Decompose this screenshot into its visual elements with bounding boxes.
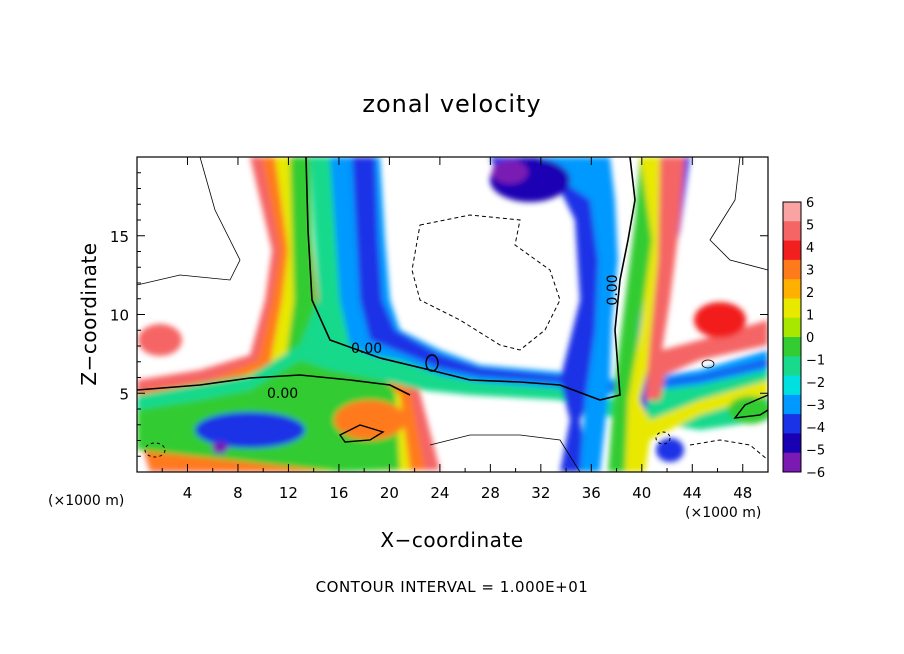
colorbar-tick-label: −6	[806, 466, 825, 481]
y-tick-label: 15	[110, 228, 129, 246]
blob-red-right	[694, 302, 746, 338]
contour-zero-main	[305, 157, 636, 401]
colorbar-tick-label: 0	[806, 331, 814, 346]
blob-blue-bottom	[195, 412, 305, 448]
band-green-right	[600, 157, 665, 472]
colorbar-tick-label: −1	[806, 354, 825, 369]
velocity-field: 0.00 0.00 0.00	[137, 157, 768, 472]
x-tick-label: 40	[632, 484, 651, 502]
x-tick-label: 24	[430, 484, 449, 502]
contour-negative-dashed	[411, 214, 561, 351]
contour-label-2: 0.00	[267, 386, 298, 402]
x-tick-label: 16	[329, 484, 348, 502]
blob-blue-bottom-right	[656, 438, 684, 462]
y-axis: 5 10 15	[110, 172, 768, 457]
contour-label-3: 0.00	[605, 274, 621, 305]
colorbar-tick-label: 4	[806, 241, 814, 256]
x-tick-label: 44	[683, 484, 702, 502]
band-cyan-mid	[137, 157, 768, 430]
colorbar-swatch	[783, 375, 801, 396]
colorbar-tick-label: −5	[806, 444, 825, 459]
contour-dashed-small-right	[655, 431, 671, 445]
band-green-left	[137, 157, 400, 472]
colorbar-frame	[782, 201, 802, 473]
contour-label-1: 0.00	[351, 341, 382, 357]
colorbar-swatch	[783, 202, 801, 222]
contour-dashed-small-left	[144, 442, 166, 458]
colorbar-tick-label: 6	[806, 196, 814, 211]
contour-loop-right	[733, 394, 768, 419]
colorbar-tick-label: −2	[806, 376, 825, 391]
x-tick-label: 28	[481, 484, 500, 502]
colorbar-swatch	[783, 259, 801, 280]
colorbar-tick-label: 3	[806, 264, 814, 279]
colorbar-tick-label: 1	[806, 309, 814, 324]
contour-labels: 0.00 0.00 0.00	[267, 274, 621, 402]
contour-lines	[137, 157, 768, 472]
contour-thin-right	[709, 157, 768, 271]
x-tick-label: 8	[233, 484, 243, 502]
y-tick-label: 10	[110, 307, 129, 325]
x-axis: 4 8 12 16 20 24 28 32 36 40 44 48	[161, 157, 752, 502]
colorbar-swatch	[783, 356, 801, 377]
x-tick-label: 48	[733, 484, 752, 502]
colorbar-swatch	[783, 433, 801, 454]
colorbar-swatch	[783, 317, 801, 338]
colorbar-swatch	[783, 337, 801, 357]
colorbar-tick-label: 5	[806, 219, 814, 234]
band-blue-right	[540, 157, 680, 472]
blob-red-left	[138, 324, 182, 356]
colorbar-tick-label: −4	[806, 421, 825, 436]
colorbar-swatch	[783, 298, 801, 319]
contour-thin-left	[137, 157, 241, 286]
contour-small-loop	[701, 359, 715, 369]
colorbar-swatch	[783, 279, 801, 299]
contour-interval: CONTOUR INTERVAL = 1.000E+01	[316, 578, 589, 596]
colorbar-swatch	[783, 414, 801, 434]
x-tick-label: 36	[582, 484, 601, 502]
contour-zero-lower	[137, 374, 411, 396]
y-tick-label: 5	[119, 385, 129, 403]
y-axis-label: Z−coordinate	[77, 242, 101, 385]
x-tick-label: 32	[531, 484, 550, 502]
x-tick-label: 20	[380, 484, 399, 502]
colorbar-tick-label: −3	[806, 399, 825, 414]
contour-dashed-bottom-right	[689, 439, 768, 461]
x-tick-label: 4	[183, 484, 193, 502]
chart-title: zonal velocity	[362, 90, 541, 118]
contour-thin-bottom	[429, 434, 581, 472]
colorbar-tick-label: 2	[806, 286, 814, 301]
blob-violet-bottom	[212, 442, 228, 454]
blob-orange-bottom	[334, 400, 406, 440]
colorbar: 6 5 4 3 2 1 0 −1 −2 −3 −4 −5 −6	[782, 196, 825, 481]
z-unit-label: (×1000 m)	[48, 493, 124, 509]
x-tick-label: 12	[279, 484, 298, 502]
band-warm-right	[645, 157, 768, 400]
contour-loop-bottom	[338, 424, 385, 443]
colorbar-swatch	[783, 452, 801, 473]
colorbar-swatch	[783, 394, 801, 415]
contour-loop-center	[425, 354, 439, 372]
blob-violet-top	[492, 160, 528, 184]
blob-green-bottom-right	[728, 396, 768, 424]
colorbar-swatch	[783, 221, 801, 242]
x-axis-label: X−coordinate	[380, 528, 523, 552]
colorbar-swatch	[783, 240, 801, 261]
x-unit-label: (×1000 m)	[685, 505, 761, 521]
